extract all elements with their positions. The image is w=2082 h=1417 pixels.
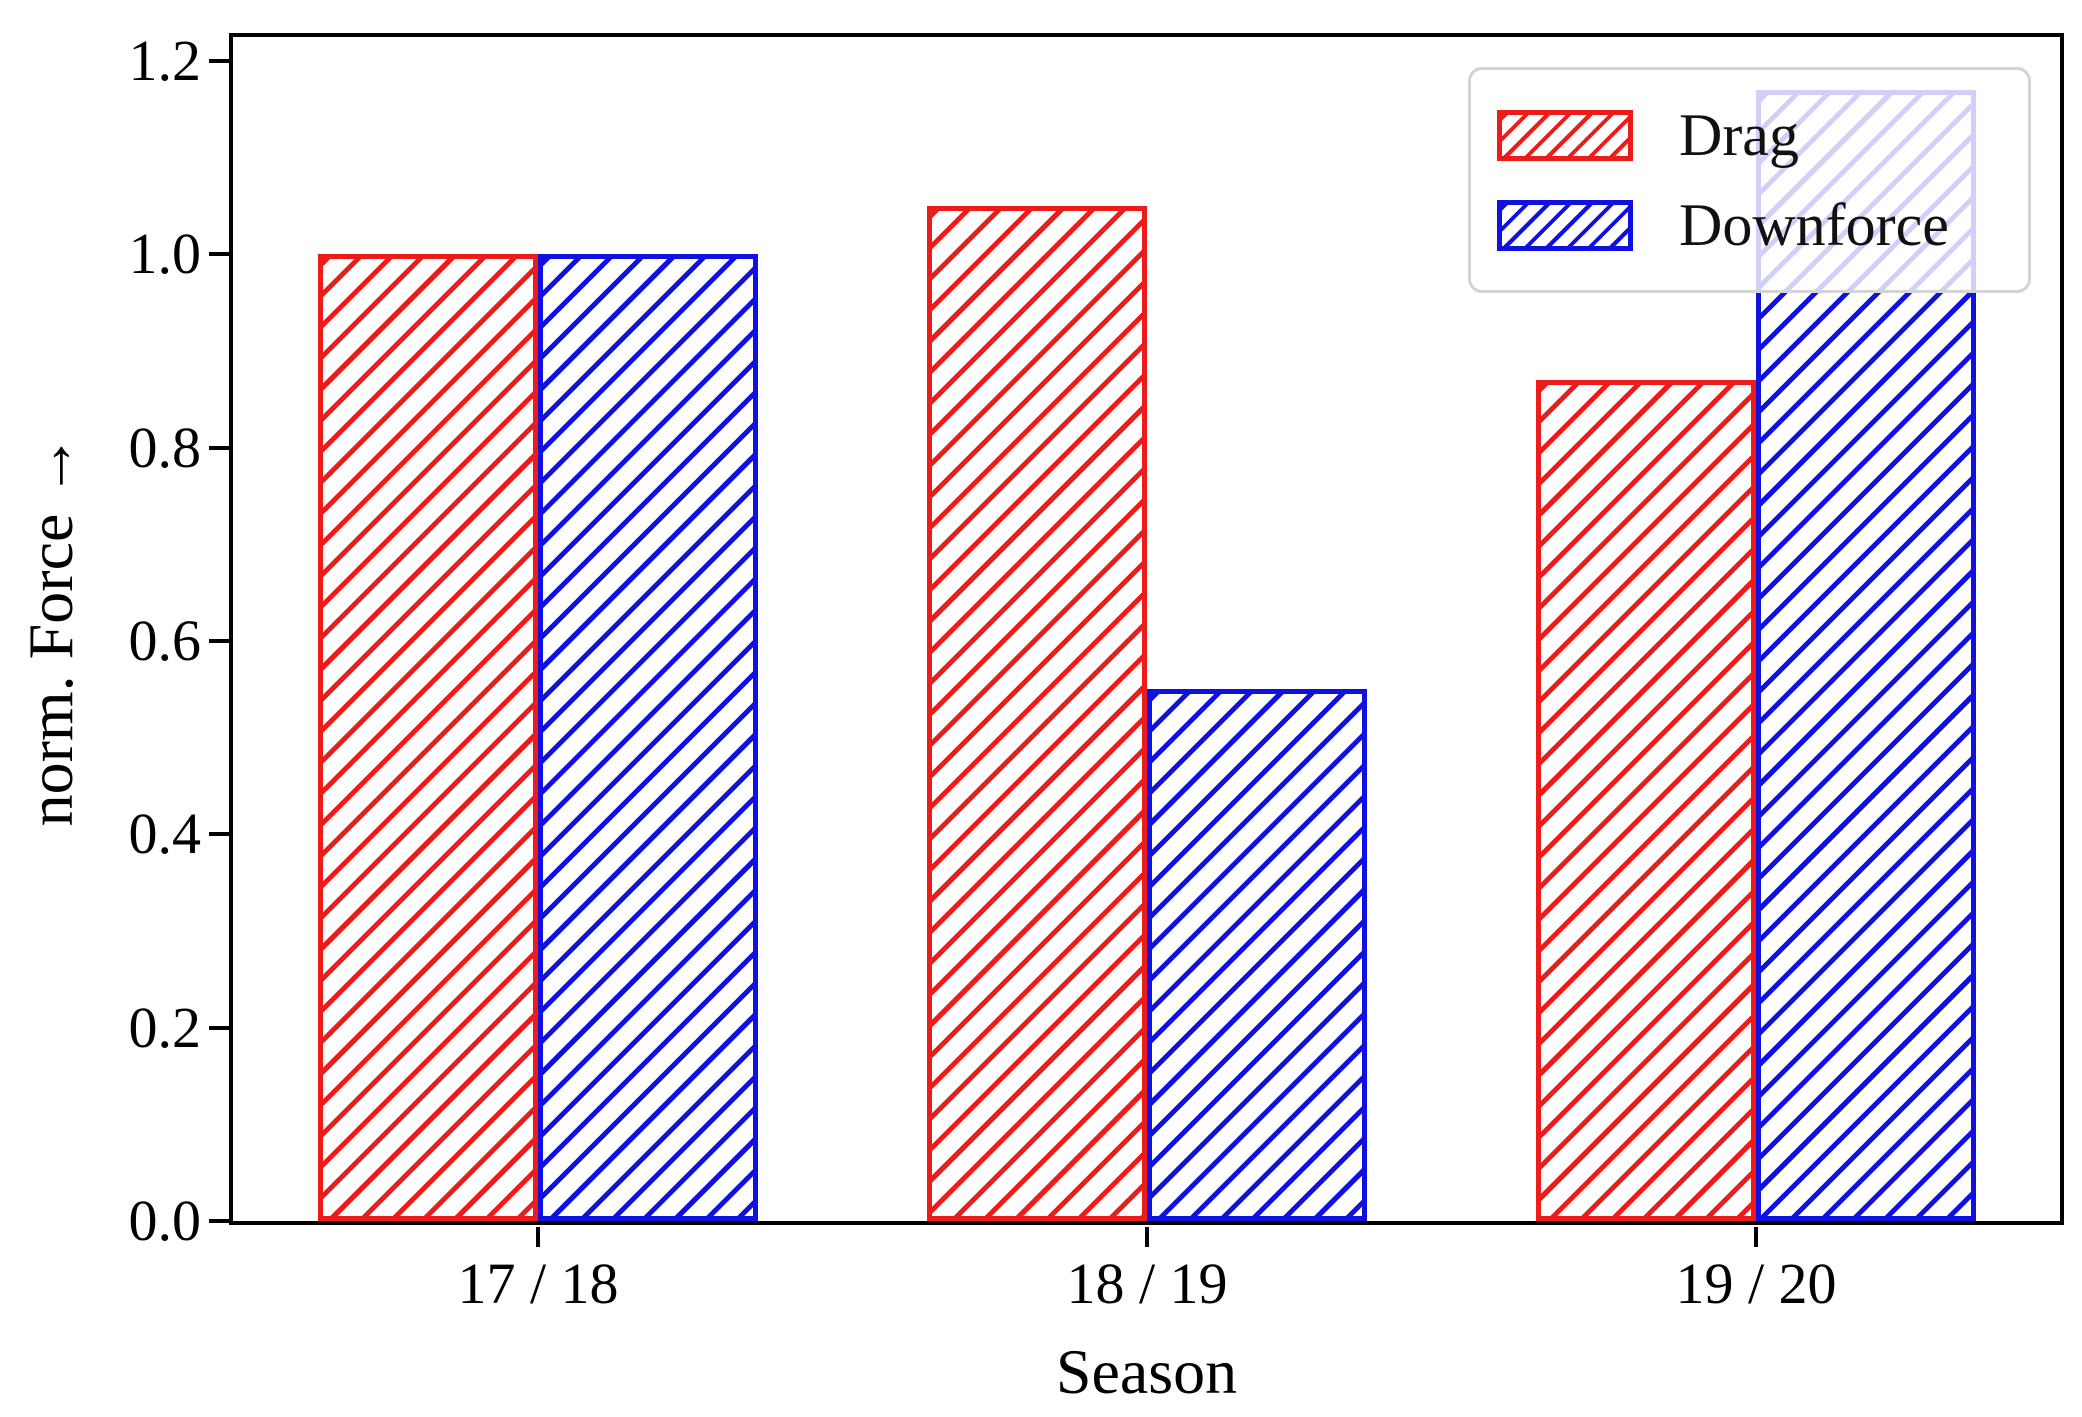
legend-swatch-downforce xyxy=(1497,199,1633,251)
y-tick-label: 1.2 xyxy=(128,28,202,93)
bar-downforce-17-18 xyxy=(538,254,758,1221)
bar-drag-19-20 xyxy=(1536,380,1756,1221)
bar-drag-18-19 xyxy=(927,206,1147,1221)
legend-entry-downforce: Downforce xyxy=(1497,180,2008,270)
x-tick xyxy=(1145,1227,1149,1247)
y-tick-label: 0.4 xyxy=(128,801,202,866)
legend: Drag Downforce xyxy=(1468,67,2031,293)
legend-swatch-drag xyxy=(1497,109,1633,161)
x-tick-label: 18 / 19 xyxy=(1066,1251,1228,1316)
y-tick-label: 0.6 xyxy=(128,608,202,673)
bar-downforce-18-19 xyxy=(1147,689,1367,1221)
x-tick xyxy=(536,1227,540,1247)
y-tick-label: 1.0 xyxy=(128,221,202,286)
y-tick-label: 0.2 xyxy=(128,995,202,1060)
y-tick xyxy=(209,639,229,643)
x-tick-label: 17 / 18 xyxy=(457,1251,619,1316)
bar-drag-17-18 xyxy=(318,254,538,1221)
legend-label-drag: Drag xyxy=(1679,102,1799,168)
y-tick xyxy=(209,832,229,836)
y-tick xyxy=(209,252,229,256)
x-tick xyxy=(1754,1227,1758,1247)
y-tick xyxy=(209,59,229,63)
x-tick-label: 19 / 20 xyxy=(1675,1251,1837,1316)
y-tick xyxy=(209,446,229,450)
y-tick xyxy=(209,1219,229,1223)
legend-entry-drag: Drag xyxy=(1497,90,2008,180)
x-axis-label: Season xyxy=(1055,1336,1238,1407)
legend-label-downforce: Downforce xyxy=(1679,192,1949,258)
y-tick-label: 0.8 xyxy=(128,415,202,480)
y-tick-label: 0.0 xyxy=(128,1188,202,1253)
y-tick xyxy=(209,1026,229,1030)
